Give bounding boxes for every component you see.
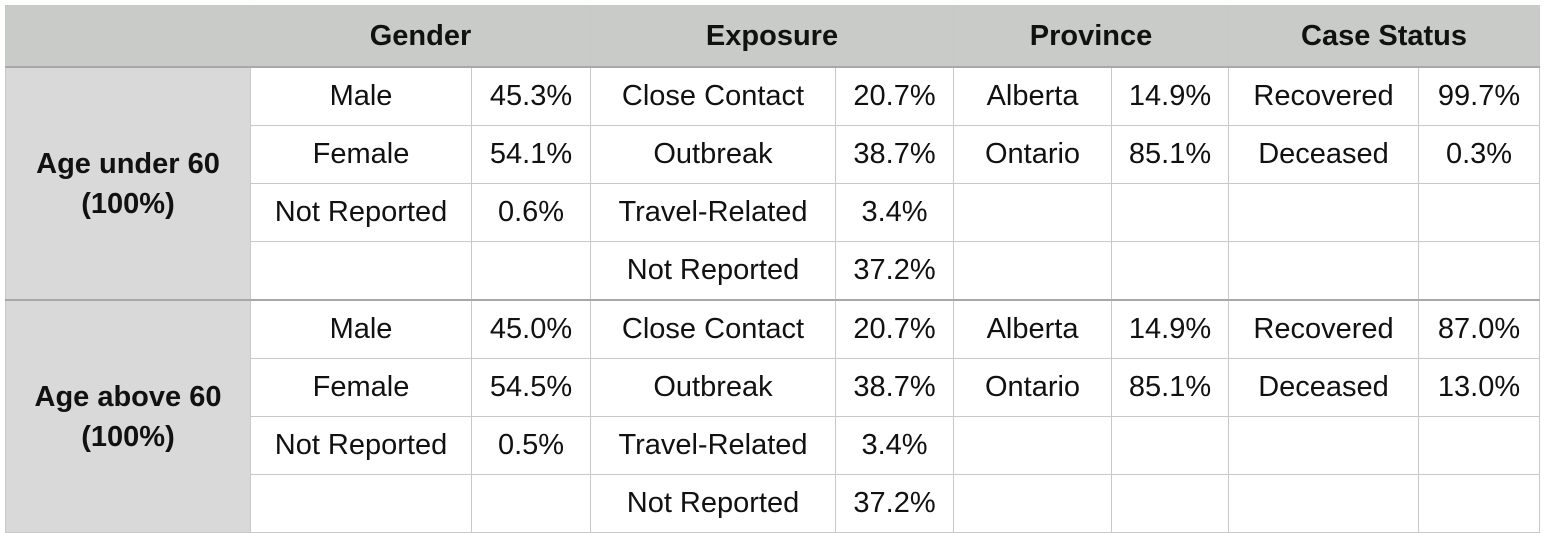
status-cell	[1228, 241, 1420, 301]
status-pct-cell: 99.7%	[1418, 66, 1541, 126]
age-label: Age above 60	[34, 380, 222, 413]
header-exposure: Exposure	[589, 5, 955, 68]
province-pct-cell: 85.1%	[1111, 358, 1230, 417]
province-pct-cell	[1111, 241, 1230, 301]
exposure-cell: Outbreak	[590, 125, 836, 184]
header-case-status: Case Status	[1228, 5, 1541, 68]
gender-pct-cell: 45.3%	[471, 66, 591, 126]
gender-cell: Female	[250, 358, 472, 417]
age-total: (100%)	[81, 420, 175, 453]
status-pct-cell: 87.0%	[1418, 299, 1541, 359]
gender-cell	[250, 241, 472, 301]
gender-pct-cell: 54.1%	[471, 125, 591, 184]
exposure-cell: Travel-Related	[590, 183, 836, 242]
gender-pct-cell	[471, 474, 591, 533]
province-pct-cell: 85.1%	[1111, 125, 1230, 184]
covid-demographics-table: Gender Exposure Province Case Status Age…	[5, 5, 1541, 533]
province-cell	[953, 416, 1113, 475]
province-cell: Alberta	[953, 66, 1113, 126]
group-age-above-60: Age above 60 (100%) Male 45.0% Close Con…	[5, 299, 1541, 533]
province-cell: Ontario	[953, 125, 1113, 184]
province-cell	[953, 183, 1113, 242]
table-row: Not Reported 37.2%	[6, 241, 1541, 301]
exposure-pct-cell: 38.7%	[834, 125, 955, 184]
province-cell: Ontario	[953, 358, 1113, 417]
status-pct-cell	[1418, 241, 1541, 301]
status-cell	[1228, 474, 1420, 533]
exposure-cell: Outbreak	[590, 358, 836, 417]
status-cell	[1228, 416, 1420, 475]
header-province: Province	[953, 5, 1230, 68]
exposure-pct-cell: 20.7%	[834, 299, 955, 359]
gender-pct-cell: 45.0%	[471, 299, 591, 359]
gender-pct-cell: 0.6%	[471, 183, 591, 242]
gender-cell: Male	[250, 299, 472, 359]
exposure-cell: Not Reported	[590, 241, 836, 301]
table-row: Female 54.5% Outbreak 38.7% Ontario 85.1…	[6, 358, 1541, 417]
status-pct-cell: 13.0%	[1418, 358, 1541, 417]
exposure-pct-cell: 20.7%	[834, 66, 955, 126]
table-row: Age under 60 (100%) Male 45.3% Close Con…	[5, 66, 1541, 301]
gender-cell: Not Reported	[250, 183, 472, 242]
header-row: Gender Exposure Province Case Status	[5, 5, 1541, 68]
table-row: Age above 60 (100%) Male 45.0% Close Con…	[5, 299, 1541, 533]
gender-cell: Male	[250, 66, 472, 126]
exposure-pct-cell: 37.2%	[834, 241, 955, 301]
province-pct-cell: 14.9%	[1111, 299, 1230, 359]
gender-pct-cell: 54.5%	[471, 358, 591, 417]
exposure-pct-cell: 3.4%	[834, 183, 955, 242]
exposure-cell: Travel-Related	[590, 416, 836, 475]
status-cell: Recovered	[1228, 66, 1420, 126]
gender-pct-cell: 0.5%	[471, 416, 591, 475]
group-age-under-60: Age under 60 (100%) Male 45.3% Close Con…	[5, 66, 1541, 301]
status-cell: Deceased	[1228, 358, 1420, 417]
age-label: Age under 60	[36, 147, 220, 180]
status-cell	[1228, 183, 1420, 242]
province-cell	[953, 241, 1113, 301]
province-cell: Alberta	[953, 299, 1113, 359]
status-cell: Deceased	[1228, 125, 1420, 184]
age-group-label: Age above 60 (100%)	[5, 299, 251, 533]
status-cell: Recovered	[1228, 299, 1420, 359]
province-pct-cell: 14.9%	[1111, 66, 1230, 126]
province-pct-cell	[1111, 474, 1230, 533]
age-total: (100%)	[81, 187, 175, 220]
gender-cell: Female	[250, 125, 472, 184]
table-row: Not Reported 0.6% Travel-Related 3.4%	[6, 183, 1541, 242]
exposure-cell: Close Contact	[590, 299, 836, 359]
province-pct-cell	[1111, 416, 1230, 475]
status-pct-cell	[1418, 474, 1541, 533]
province-cell	[953, 474, 1113, 533]
exposure-cell: Not Reported	[590, 474, 836, 533]
exposure-pct-cell: 38.7%	[834, 358, 955, 417]
age-group-label: Age under 60 (100%)	[5, 66, 251, 301]
exposure-pct-cell: 37.2%	[834, 474, 955, 533]
status-pct-cell	[1418, 416, 1541, 475]
header-gender: Gender	[250, 5, 591, 68]
province-pct-cell	[1111, 183, 1230, 242]
corner-cell	[5, 5, 251, 68]
exposure-cell: Close Contact	[590, 66, 836, 126]
status-pct-cell	[1418, 183, 1541, 242]
exposure-pct-cell: 3.4%	[834, 416, 955, 475]
status-pct-cell: 0.3%	[1418, 125, 1541, 184]
gender-cell: Not Reported	[250, 416, 472, 475]
gender-pct-cell	[471, 241, 591, 301]
gender-cell	[250, 474, 472, 533]
